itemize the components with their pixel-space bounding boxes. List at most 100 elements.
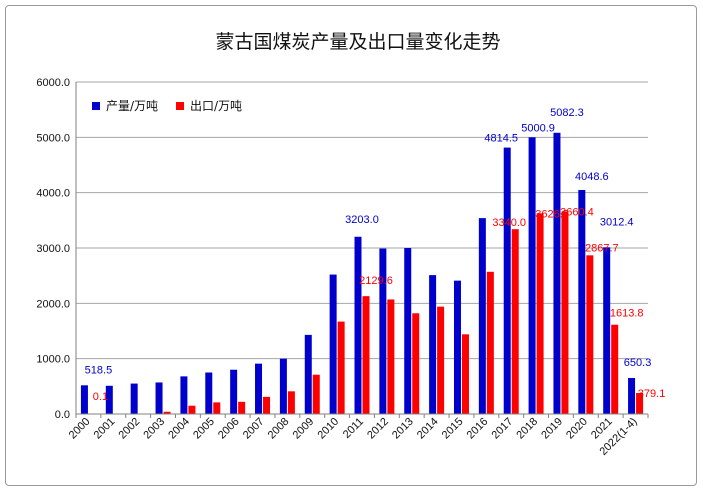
y-tick-label: 2000.0 bbox=[36, 298, 70, 310]
x-tick-label: 2016 bbox=[465, 416, 491, 442]
bar-production bbox=[205, 372, 213, 414]
bar-production bbox=[130, 383, 138, 414]
x-tick-label: 2001 bbox=[92, 416, 118, 442]
bar-production bbox=[528, 137, 536, 414]
bar-production bbox=[478, 218, 486, 414]
y-tick-label: 1000.0 bbox=[36, 354, 70, 366]
bar-production bbox=[628, 378, 636, 414]
legend-label-export: 出口/万吨 bbox=[190, 99, 242, 113]
bar-export bbox=[188, 405, 196, 414]
bar-export bbox=[337, 321, 345, 414]
bar-export bbox=[611, 324, 619, 414]
legend-swatch-production bbox=[92, 102, 100, 110]
bar-production bbox=[404, 248, 412, 414]
bar-production bbox=[429, 275, 437, 414]
x-tick-label: 2012 bbox=[365, 416, 391, 442]
bar-production bbox=[304, 334, 312, 414]
data-label-export: 2867.7 bbox=[585, 242, 619, 254]
x-tick-label: 2006 bbox=[216, 416, 242, 442]
bar-export bbox=[561, 211, 569, 414]
bar-production bbox=[105, 385, 113, 414]
bar-production bbox=[155, 382, 163, 414]
bar-export bbox=[636, 393, 644, 414]
data-label-export: 0.1 bbox=[93, 391, 108, 403]
bar-export bbox=[163, 411, 171, 414]
gridlines bbox=[76, 81, 648, 360]
data-label-production: 4048.6 bbox=[575, 171, 609, 183]
bar-export bbox=[362, 296, 370, 414]
bar-production bbox=[578, 189, 586, 414]
data-label-production: 5082.3 bbox=[550, 107, 584, 119]
bar-export bbox=[287, 391, 295, 414]
y-tick-label: 6000.0 bbox=[36, 77, 70, 89]
x-tick-label: 2009 bbox=[291, 416, 317, 442]
bar-production bbox=[329, 274, 337, 414]
data-label-production: 5000.9 bbox=[521, 122, 555, 134]
bar-production bbox=[255, 363, 263, 414]
x-tick-label: 2004 bbox=[166, 416, 192, 442]
bar-production bbox=[230, 369, 238, 414]
x-tick-label: 2011 bbox=[341, 416, 366, 441]
data-label-export: 3660.4 bbox=[560, 206, 594, 218]
y-tick-label: 5000.0 bbox=[36, 132, 70, 144]
bar-production bbox=[379, 248, 387, 414]
y-tick-labels: 0.0 1000.0 2000.0 3000.0 4000.0 5000.0 6000.0 bbox=[36, 77, 70, 421]
x-tick-label: 2008 bbox=[266, 416, 292, 442]
y-tick-label: 3000.0 bbox=[36, 243, 70, 255]
bars-group bbox=[80, 132, 644, 415]
x-tick-label: 2017 bbox=[490, 416, 516, 442]
x-tick-label: 2003 bbox=[141, 416, 167, 442]
x-tick-label: 2019 bbox=[539, 416, 565, 442]
data-label-export: 3626.5 bbox=[535, 208, 569, 220]
x-tick-labels: 2000 2001 2002 2003 2004 2005 2006 2007 2008 2009… bbox=[67, 416, 640, 458]
x-tick-label: 2013 bbox=[390, 416, 416, 442]
bar-production bbox=[180, 376, 188, 414]
legend: 产量/万吨 出口/万吨 bbox=[92, 99, 242, 113]
bar-production bbox=[453, 280, 461, 414]
legend-swatch-export bbox=[176, 102, 184, 110]
bar-export bbox=[511, 229, 519, 414]
data-label-production: 4814.5 bbox=[484, 133, 518, 145]
bar-production bbox=[354, 236, 362, 414]
data-label-export: 3340.0 bbox=[492, 217, 526, 229]
x-tick-label: 2010 bbox=[315, 416, 341, 442]
x-tick-label: 2002 bbox=[116, 416, 142, 442]
bar-export bbox=[263, 396, 271, 414]
x-tick-label: 2000 bbox=[67, 416, 93, 442]
x-tick-label: 2005 bbox=[191, 416, 217, 442]
data-label-export: 1613.8 bbox=[610, 308, 644, 320]
y-tick-label: 0.0 bbox=[55, 409, 70, 421]
data-label-production: 3203.0 bbox=[345, 214, 379, 226]
data-label-production: 518.5 bbox=[85, 364, 113, 376]
bar-export bbox=[312, 374, 320, 414]
bar-production bbox=[80, 385, 88, 414]
bar-export bbox=[412, 313, 420, 414]
legend-label-production: 产量/万吨 bbox=[106, 99, 158, 113]
x-tick-label: 2018 bbox=[514, 416, 540, 442]
data-label-export: 379.1 bbox=[638, 388, 666, 400]
bar-production bbox=[503, 147, 511, 415]
bar-export bbox=[586, 255, 594, 414]
chart-title: 蒙古国煤炭产量及出口量变化走势 bbox=[215, 31, 500, 53]
bar-export bbox=[461, 334, 469, 414]
data-label-production: 650.3 bbox=[624, 357, 652, 369]
x-tick-label: 2020 bbox=[564, 416, 590, 442]
bar-export bbox=[437, 306, 445, 414]
bar-export bbox=[486, 271, 494, 414]
bar-production bbox=[603, 247, 611, 414]
data-label-production: 3012.4 bbox=[600, 216, 634, 228]
y-tick-label: 4000.0 bbox=[36, 188, 70, 200]
bar-production bbox=[279, 358, 287, 414]
x-tick-label: 2007 bbox=[241, 416, 267, 442]
x-tick-label: 2014 bbox=[415, 416, 441, 442]
data-label-export: 2129.6 bbox=[359, 275, 393, 287]
x-tick-label: 2015 bbox=[440, 416, 466, 442]
bar-export bbox=[387, 299, 395, 414]
bar-export bbox=[213, 402, 221, 414]
axes bbox=[75, 82, 649, 418]
bar-production bbox=[553, 132, 561, 414]
bar-export bbox=[536, 213, 544, 414]
bar-export bbox=[238, 401, 246, 414]
